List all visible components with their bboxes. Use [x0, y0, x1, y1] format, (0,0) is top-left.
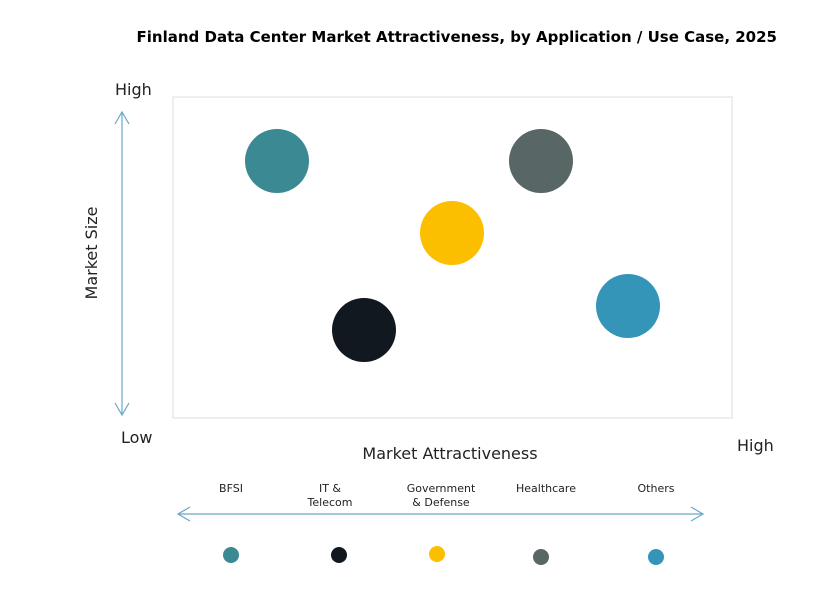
item-label: Healthcare: [516, 482, 576, 495]
item-label: BFSI: [219, 482, 243, 495]
x-arrow: [176, 506, 705, 522]
x-axis-label: Market Attractiveness: [362, 444, 538, 463]
bubble: [332, 298, 396, 362]
legend-dot: [533, 549, 549, 565]
bubble: [509, 129, 573, 193]
plot-frame: [172, 96, 733, 419]
legend-dot: [223, 547, 239, 563]
y-axis-label: Market Size: [82, 206, 101, 300]
bubble: [420, 201, 484, 265]
item-label: IT & Telecom: [307, 482, 353, 509]
y-high: High: [115, 80, 152, 99]
item-label: Government & Defense: [406, 482, 476, 509]
y-arrow: [114, 110, 130, 417]
legend-dot: [331, 547, 347, 563]
legend-dot: [429, 546, 445, 562]
title: Finland Data Center Market Attractivenes…: [136, 28, 777, 46]
bubble: [596, 274, 660, 338]
legend-dot: [648, 549, 664, 565]
x-high: High: [737, 436, 774, 455]
corner-low: Low: [121, 428, 153, 447]
bubble: [245, 129, 309, 193]
item-label: Others: [637, 482, 675, 495]
